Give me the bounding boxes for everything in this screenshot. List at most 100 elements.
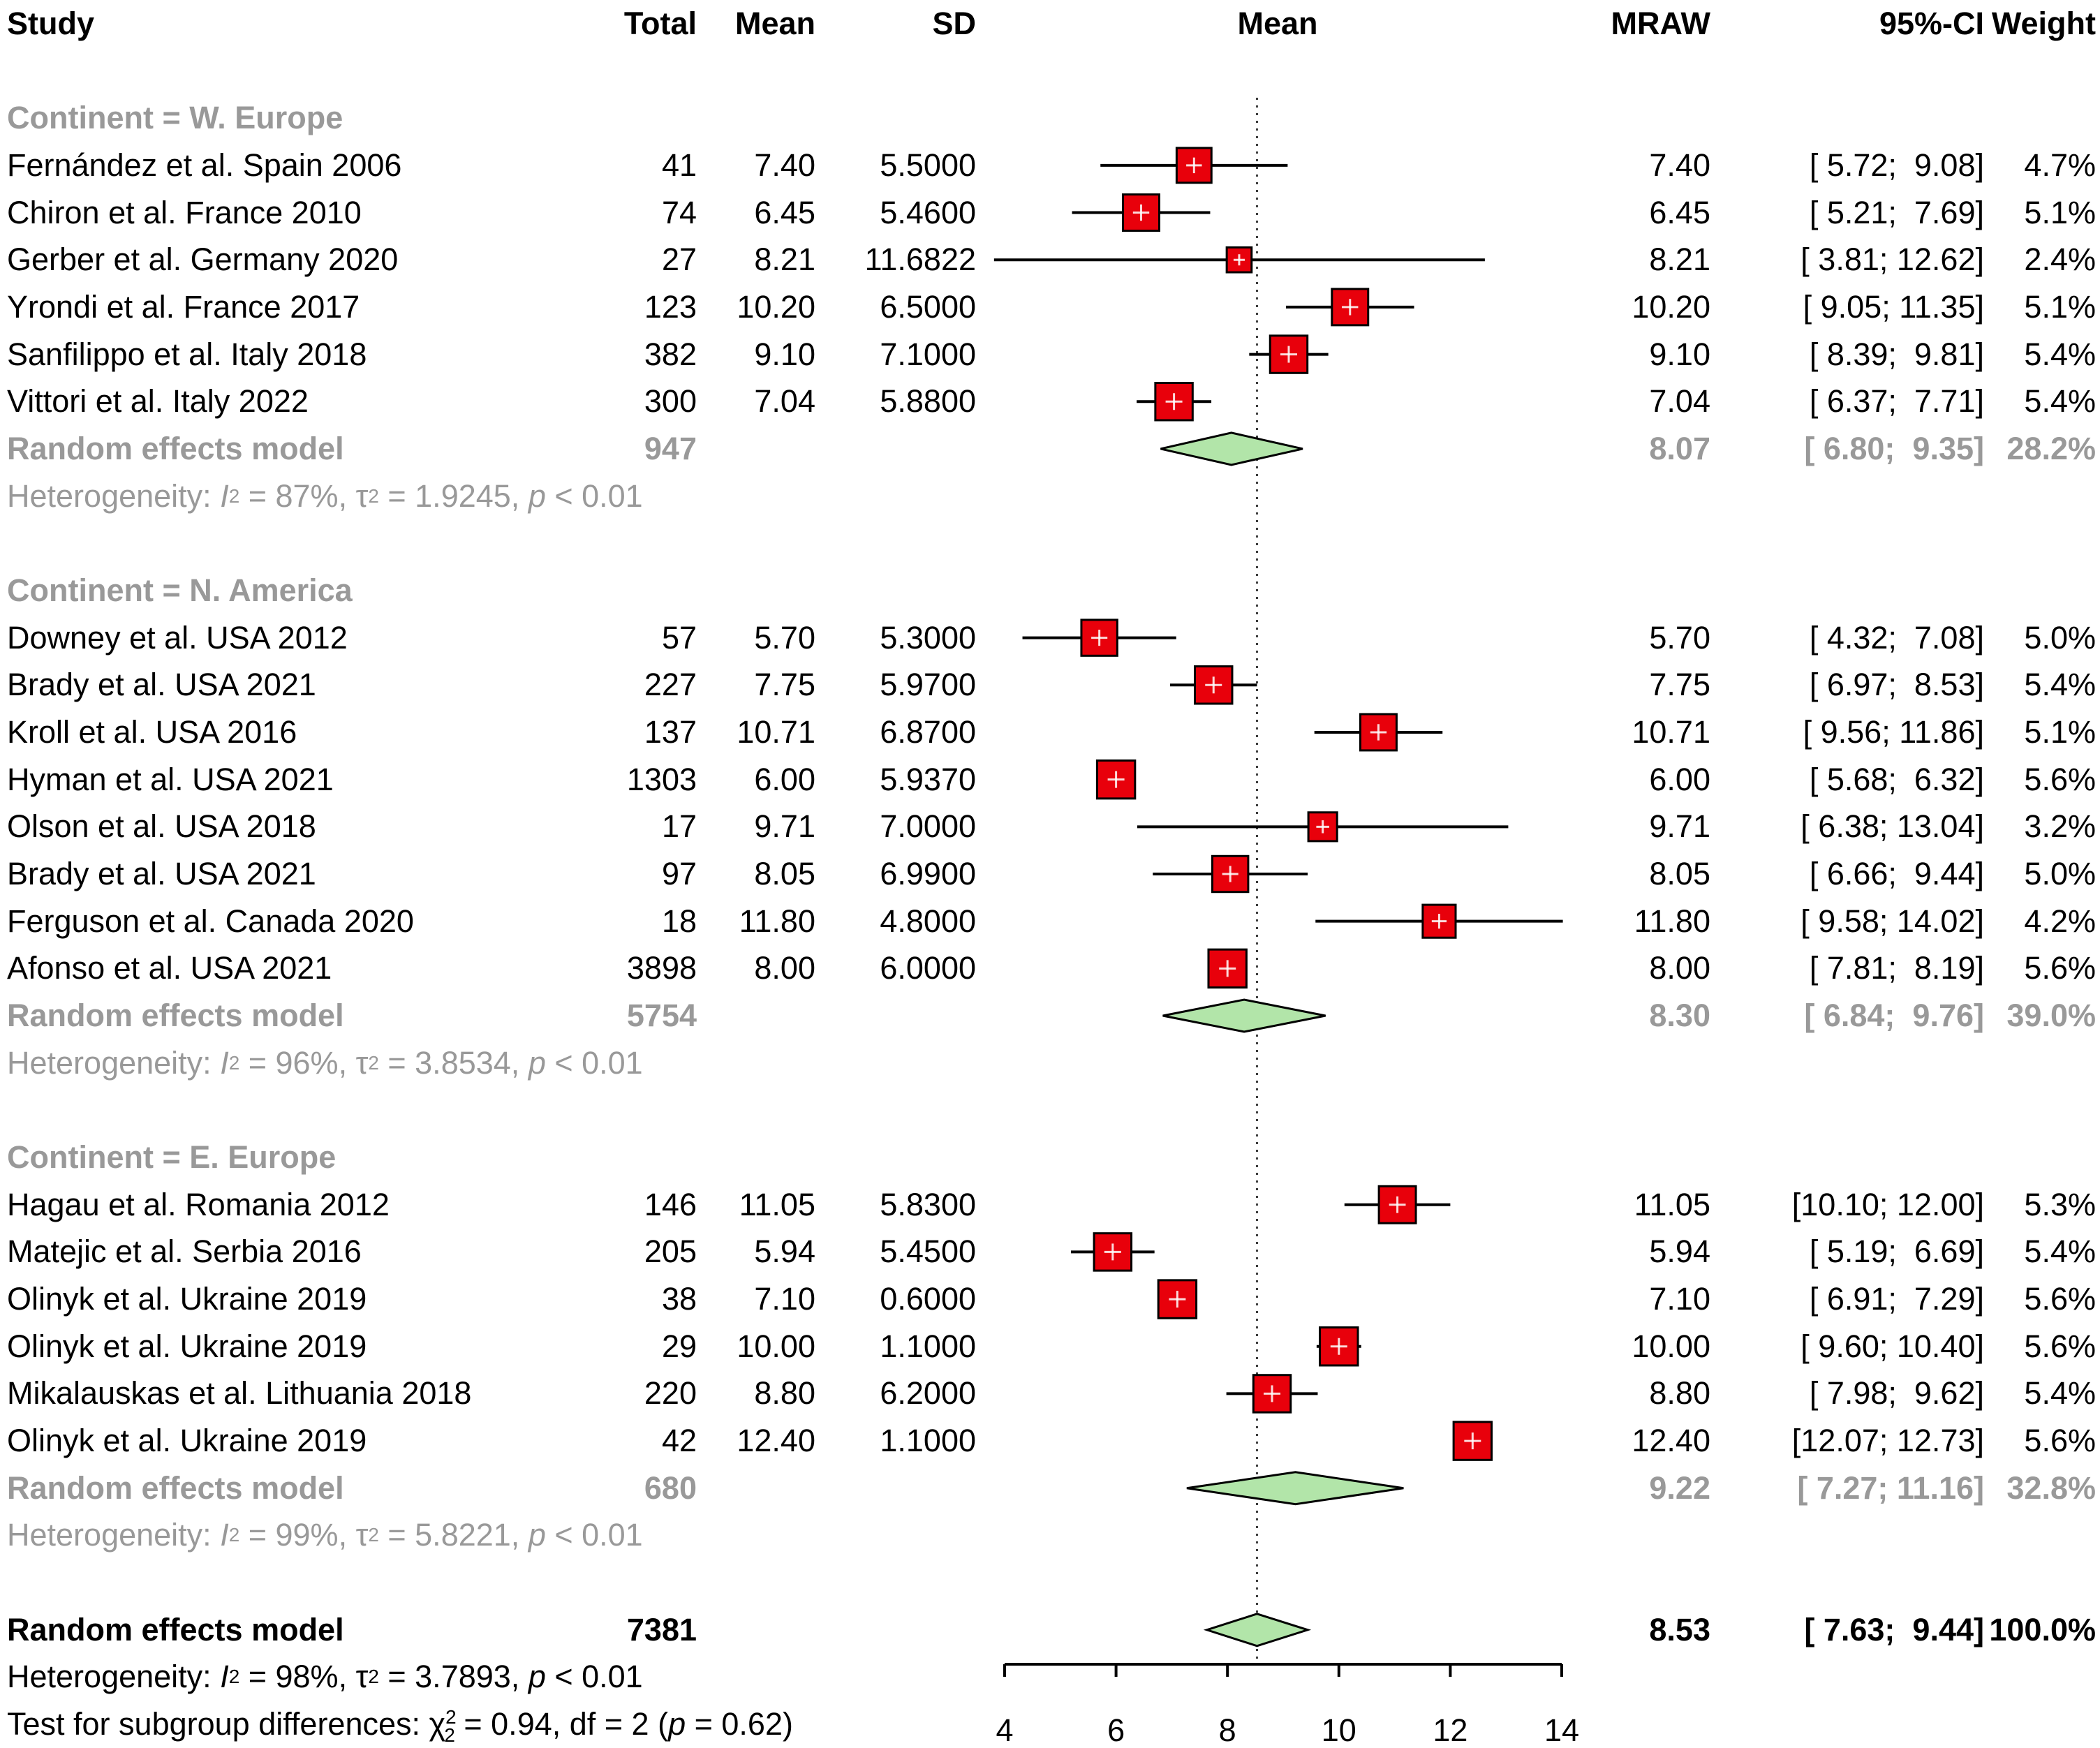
subgroup-test-text: Test for subgroup differences: χ22 = 0.9… <box>7 1706 793 1747</box>
pooled-diamond <box>1186 1471 1404 1506</box>
weight-value: 5.4% <box>2024 383 2096 420</box>
mean-value: 10.00 <box>737 1328 815 1364</box>
pooled-row: Random effects model 5754 8.30 [ 6.84; 9.76… <box>0 992 2100 1039</box>
mraw-value: 6.00 <box>1649 761 1710 797</box>
mraw-value: 8.00 <box>1649 950 1710 986</box>
study-row: Yrondi et al. France 2017 123 10.20 6.5000 1… <box>0 283 2100 331</box>
study-row: Mikalauskas et al. Lithuania 2018 220 8.80… <box>0 1370 2100 1418</box>
total-value: 382 <box>644 336 697 372</box>
x-axis-tick-label: 14 <box>1544 1712 1579 1748</box>
study-name: Olinyk et al. Ukraine 2019 <box>7 1281 367 1317</box>
total-value: 300 <box>644 383 697 420</box>
pooled-mraw: 8.30 <box>1649 998 1710 1034</box>
ci-value: [ 7.98; 9.62] <box>1809 1375 1984 1412</box>
subgroup-test-row: Test for subgroup differences: χ22 = 0.9… <box>0 1701 2100 1748</box>
mraw-value: 5.94 <box>1649 1234 1710 1270</box>
mraw-value: 9.10 <box>1649 336 1710 372</box>
sd-value: 0.6000 <box>880 1281 976 1317</box>
mean-value: 7.75 <box>754 667 815 703</box>
weight-value: 5.6% <box>2024 761 2096 797</box>
mean-value: 11.80 <box>739 903 815 939</box>
weight-value: 5.6% <box>2024 950 2096 986</box>
weight-value: 5.4% <box>2024 667 2096 703</box>
mraw-value: 8.21 <box>1649 242 1710 278</box>
mean-value: 6.45 <box>754 194 815 230</box>
mean-value: 9.71 <box>754 808 815 845</box>
total-value: 29 <box>661 1328 697 1364</box>
weight-value: 5.6% <box>2024 1423 2096 1459</box>
sd-value: 5.4600 <box>880 194 976 230</box>
weight-value: 5.1% <box>2024 713 2096 750</box>
mraw-value: 11.80 <box>1634 903 1710 939</box>
sd-value: 7.0000 <box>880 808 976 845</box>
weight-value: 5.4% <box>2024 1234 2096 1270</box>
study-name: Ferguson et al. Canada 2020 <box>7 903 414 939</box>
col-header-ci: 95%-CI <box>1879 5 1984 41</box>
col-header-total: Total <box>623 5 697 41</box>
col-header-weight: Weight <box>1991 5 2096 41</box>
overall-total: 7381 <box>626 1611 697 1647</box>
mean-value: 6.00 <box>754 761 815 797</box>
mean-value: 11.05 <box>739 1186 815 1222</box>
ci-value: [ 6.37; 7.71] <box>1809 383 1984 420</box>
study-row: Kroll et al. USA 2016 137 10.71 6.8700 10.71… <box>0 709 2100 756</box>
sd-value: 5.4500 <box>880 1234 976 1270</box>
mean-value: 8.21 <box>754 242 815 278</box>
mraw-value: 12.40 <box>1632 1423 1710 1459</box>
study-row: Hagau et al. Romania 2012 146 11.05 5.8300 1… <box>0 1181 2100 1229</box>
col-header-mraw: MRAW <box>1611 5 1710 41</box>
ci-value: [ 9.58; 14.02] <box>1800 903 1984 939</box>
mraw-value: 5.70 <box>1649 619 1710 656</box>
overall-label: Random effects model <box>7 1611 344 1647</box>
effect-square <box>1175 147 1213 184</box>
total-value: 97 <box>661 855 697 891</box>
weight-value: 4.2% <box>2024 903 2096 939</box>
study-name: Hagau et al. Romania 2012 <box>7 1186 390 1222</box>
study-row: Matejic et al. Serbia 2016 205 5.94 5.4500 5… <box>0 1229 2100 1276</box>
pooled-weight: 39.0% <box>2006 998 2096 1034</box>
weight-value: 5.0% <box>2024 855 2096 891</box>
ci-value: [ 3.81; 12.62] <box>1800 242 1984 278</box>
ci-value: [ 5.19; 6.69] <box>1809 1234 1984 1270</box>
mraw-value: 8.05 <box>1649 855 1710 891</box>
overall-ci: [ 7.63; 9.44] <box>1804 1611 1984 1647</box>
pooled-label: Random effects model <box>7 998 344 1034</box>
study-row: Fernández et al. Spain 2006 41 7.40 5.5000 7… <box>0 142 2100 189</box>
mraw-value: 11.05 <box>1634 1186 1710 1222</box>
sd-value: 7.1000 <box>880 336 976 372</box>
study-name: Mikalauskas et al. Lithuania 2018 <box>7 1375 472 1412</box>
overall-mraw: 8.53 <box>1649 1611 1710 1647</box>
ci-value: [ 6.66; 9.44] <box>1809 855 1984 891</box>
x-axis-tick-label: 4 <box>996 1712 1013 1748</box>
study-name: Gerber et al. Germany 2020 <box>7 242 399 278</box>
total-value: 74 <box>661 194 697 230</box>
total-value: 205 <box>644 1234 697 1270</box>
ci-value: [ 5.21; 7.69] <box>1809 194 1984 230</box>
ci-value: [ 8.39; 9.81] <box>1809 336 1984 372</box>
ci-value: [ 9.56; 11.86] <box>1803 713 1984 750</box>
study-row: Hyman et al. USA 2021 1303 6.00 5.9370 6.00 [… <box>0 756 2100 803</box>
study-row: Ferguson et al. Canada 2020 18 11.80 4.8000… <box>0 898 2100 945</box>
mraw-value: 8.80 <box>1649 1375 1710 1412</box>
group-header-row: Continent = E. Europe <box>0 1134 2100 1181</box>
study-name: Hyman et al. USA 2021 <box>7 761 334 797</box>
sd-value: 1.1000 <box>880 1328 976 1364</box>
sd-value: 6.2000 <box>880 1375 976 1412</box>
ci-value: [ 5.72; 9.08] <box>1809 147 1984 183</box>
mean-value: 7.04 <box>754 383 815 420</box>
weight-value: 5.6% <box>2024 1328 2096 1364</box>
total-value: 1303 <box>626 761 697 797</box>
x-axis-tick-label: 12 <box>1433 1712 1467 1748</box>
pooled-diamond <box>1162 998 1326 1033</box>
x-axis-tick-label: 8 <box>1219 1712 1236 1748</box>
mean-value: 12.40 <box>737 1423 815 1459</box>
col-header-plot-mean: Mean <box>1237 5 1318 41</box>
study-name: Afonso et al. USA 2021 <box>7 950 332 986</box>
total-value: 17 <box>661 808 697 845</box>
